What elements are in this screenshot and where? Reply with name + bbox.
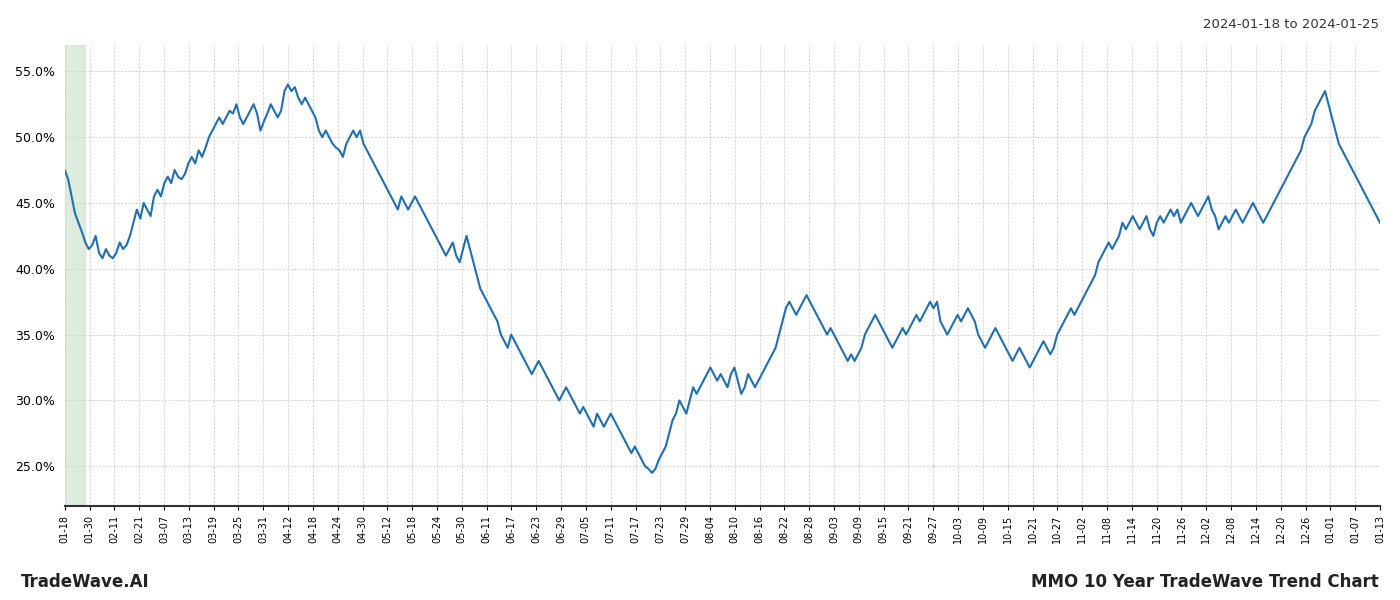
Text: TradeWave.AI: TradeWave.AI [21,573,150,591]
Text: 2024-01-18 to 2024-01-25: 2024-01-18 to 2024-01-25 [1203,18,1379,31]
Text: MMO 10 Year TradeWave Trend Chart: MMO 10 Year TradeWave Trend Chart [1032,573,1379,591]
Bar [64,45,85,506]
